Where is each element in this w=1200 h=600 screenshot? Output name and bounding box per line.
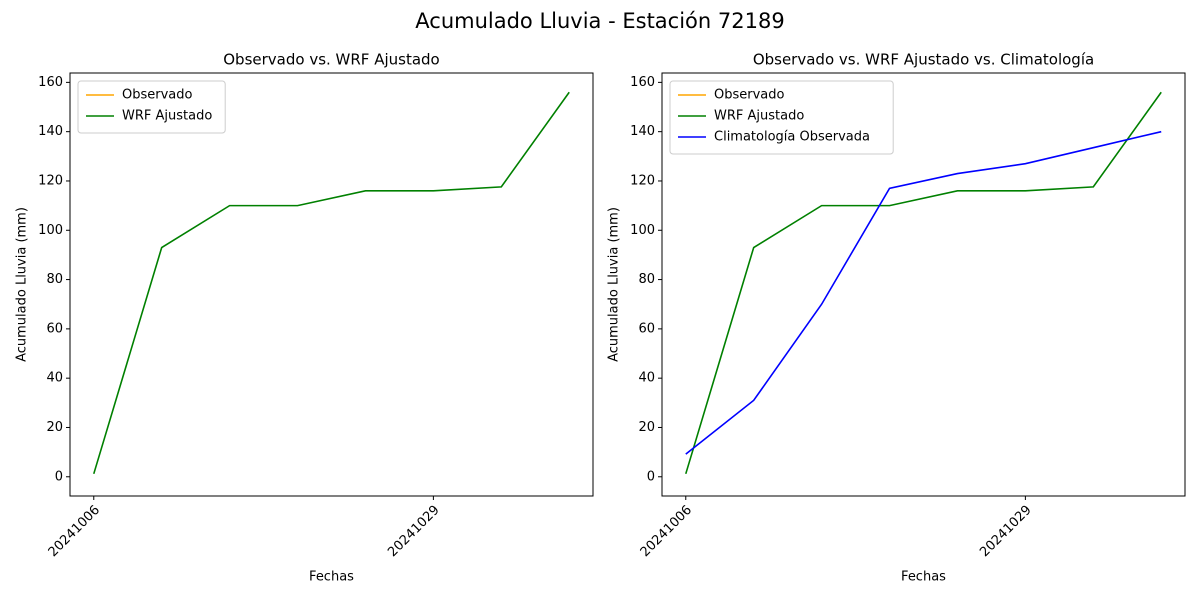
- y-tick-label: 80: [46, 272, 63, 287]
- y-tick-label: 20: [46, 420, 63, 435]
- legend-box: [669, 80, 894, 155]
- y-tick-label: 0: [647, 469, 655, 484]
- y-tick-label: 100: [630, 223, 655, 238]
- x-tick-label: 20241006: [46, 503, 103, 560]
- y-tick-label: 0: [55, 469, 63, 484]
- y-tick-label: 60: [638, 321, 655, 336]
- y-axis-label: Acumulado Lluvia (mm): [607, 207, 622, 362]
- x-tick-label: 20241029: [385, 503, 442, 560]
- x-axis-label: Fechas: [901, 570, 946, 585]
- x-tick-label: 20241029: [977, 503, 1034, 560]
- y-tick-label: 20: [638, 420, 655, 435]
- legend-label: Observado: [714, 88, 785, 103]
- subplot-title: Observado vs. WRF Ajustado: [223, 51, 439, 69]
- series-line: [685, 130, 1162, 455]
- x-tick-label: 20241006: [638, 503, 695, 560]
- legend-label: Observado: [122, 88, 193, 103]
- figure-title: Acumulado Lluvia - Estación 72189: [415, 9, 784, 33]
- y-tick-label: 100: [38, 223, 63, 238]
- y-axis-label: Acumulado Lluvia (mm): [15, 207, 30, 362]
- y-tick-label: 140: [38, 124, 63, 139]
- y-tick-label: 120: [630, 173, 655, 188]
- plot-area: [661, 72, 1186, 497]
- y-tick-label: 80: [638, 272, 655, 287]
- legend-label: WRF Ajustado: [122, 109, 212, 124]
- y-tick-label: 120: [38, 173, 63, 188]
- y-tick-label: 60: [46, 321, 63, 336]
- y-tick-label: 40: [46, 371, 63, 386]
- y-tick-label: 140: [630, 124, 655, 139]
- series-line: [685, 91, 1162, 475]
- plot-area: [69, 72, 594, 497]
- legend-box: [77, 80, 226, 134]
- series-line: [93, 91, 570, 475]
- x-axis-label: Fechas: [309, 570, 354, 585]
- y-tick-label: 160: [630, 75, 655, 90]
- legend-label: Climatología Observada: [714, 130, 870, 145]
- subplot-title: Observado vs. WRF Ajustado vs. Climatolo…: [753, 51, 1094, 69]
- y-tick-label: 40: [638, 371, 655, 386]
- legend-label: WRF Ajustado: [714, 109, 804, 124]
- y-tick-label: 160: [38, 75, 63, 90]
